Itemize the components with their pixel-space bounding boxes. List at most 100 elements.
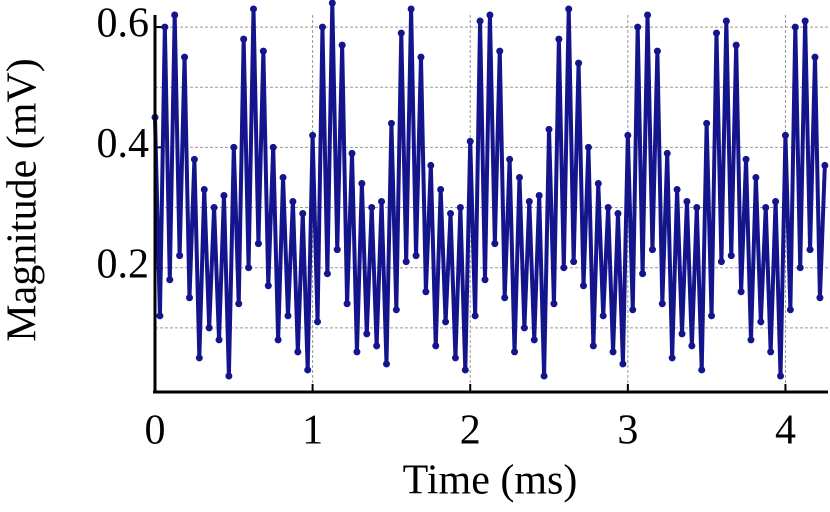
data-point: [235, 300, 243, 308]
data-point: [279, 173, 287, 181]
data-point: [668, 354, 676, 362]
data-point: [171, 11, 179, 19]
data-point: [412, 252, 420, 260]
data-point: [693, 204, 701, 212]
data-point: [215, 336, 223, 344]
data-point: [786, 306, 794, 314]
data-point: [392, 306, 400, 314]
data-point: [653, 47, 661, 55]
data-point: [658, 300, 666, 308]
data-point: [156, 312, 164, 320]
data-point: [520, 324, 528, 332]
data-point: [791, 23, 799, 31]
data-point: [555, 35, 563, 43]
data-point: [506, 155, 514, 163]
data-point: [811, 53, 819, 61]
data-point: [648, 246, 656, 254]
data-point: [589, 342, 597, 350]
x-tick-label: 0: [145, 408, 166, 454]
data-point: [742, 155, 750, 163]
data-point: [481, 276, 489, 284]
data-point: [161, 23, 169, 31]
data-point: [594, 179, 602, 187]
y-tick-label: 0.6: [97, 1, 150, 47]
data-point: [358, 179, 366, 187]
data-point: [451, 354, 459, 362]
data-point: [737, 288, 745, 296]
data-point: [540, 372, 548, 380]
data-point: [525, 198, 533, 206]
data-point: [752, 173, 760, 181]
data-point: [629, 306, 637, 314]
signal-line: [153, 1, 827, 378]
data-point: [274, 336, 282, 344]
data-point: [570, 258, 578, 266]
data-point: [772, 198, 780, 206]
data-point: [166, 276, 174, 284]
x-tick-label: 3: [617, 408, 638, 454]
data-point: [575, 59, 583, 67]
data-point: [678, 330, 686, 338]
data-point: [190, 155, 198, 163]
data-point: [762, 204, 770, 212]
data-point: [806, 246, 814, 254]
data-point: [604, 204, 612, 212]
data-point: [496, 47, 504, 55]
data-point: [250, 5, 258, 13]
data-point: [535, 192, 543, 199]
data-point: [176, 252, 184, 260]
data-point: [353, 348, 361, 356]
data-point: [407, 5, 415, 13]
data-point: [722, 17, 730, 25]
x-axis-label: Time (ms): [403, 458, 578, 504]
data-point: [663, 149, 671, 157]
data-point: [747, 336, 755, 344]
data-point: [560, 264, 568, 272]
data-point: [363, 330, 371, 338]
data-point: [801, 17, 809, 25]
x-tick-label: 2: [460, 408, 481, 454]
data-point: [698, 366, 706, 374]
data-point: [254, 240, 262, 248]
data-point: [673, 185, 681, 193]
data-point: [634, 23, 642, 31]
x-tick-label: 4: [775, 408, 796, 454]
data-point: [269, 143, 277, 151]
data-point: [397, 29, 405, 37]
data-point: [486, 11, 494, 19]
data-point: [294, 348, 302, 356]
data-point: [240, 35, 248, 43]
data-point: [245, 264, 253, 272]
data-point: [708, 312, 716, 320]
data-point: [382, 360, 390, 368]
data-point: [333, 246, 341, 254]
data-point: [432, 342, 440, 350]
data-point: [584, 143, 592, 151]
data-point: [264, 282, 272, 290]
data-point: [323, 270, 331, 278]
data-point: [777, 372, 785, 380]
data-point: [767, 348, 775, 356]
data-point: [314, 318, 322, 326]
data-point: [683, 198, 691, 206]
y-tick-label: 0.4: [97, 121, 150, 167]
data-point: [565, 5, 573, 13]
data-point: [511, 348, 519, 356]
data-point: [688, 342, 696, 350]
data-point: [821, 161, 829, 169]
data-point: [289, 198, 297, 206]
data-point: [195, 354, 203, 362]
data-point: [609, 348, 617, 356]
data-point: [796, 264, 804, 272]
data-point: [781, 131, 789, 139]
data-point: [619, 360, 627, 368]
data-point: [461, 366, 469, 374]
data-point: [368, 204, 376, 212]
data-point: [442, 318, 450, 326]
data-point: [378, 198, 386, 206]
data-point: [417, 53, 425, 61]
data-point: [639, 270, 647, 278]
data-point: [624, 131, 632, 139]
data-point: [259, 47, 267, 55]
